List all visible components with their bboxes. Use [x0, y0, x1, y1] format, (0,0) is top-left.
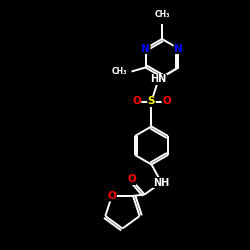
Text: O: O: [162, 96, 171, 106]
Text: CH₃: CH₃: [112, 67, 128, 76]
Text: HN: HN: [150, 74, 166, 85]
Text: NH: NH: [153, 178, 170, 188]
Text: O: O: [132, 96, 141, 106]
Text: S: S: [148, 96, 155, 106]
Text: CH₃: CH₃: [154, 10, 170, 19]
Text: O: O: [127, 174, 136, 184]
Text: N: N: [141, 44, 150, 54]
Text: O: O: [108, 191, 116, 201]
Text: N: N: [174, 44, 183, 54]
